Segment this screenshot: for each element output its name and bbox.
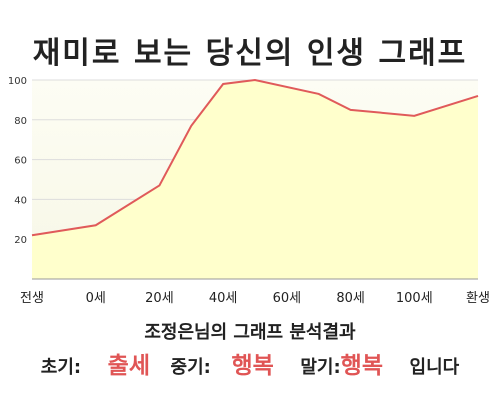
y-tick-label: 80 — [14, 116, 27, 127]
early-value: 출세 — [107, 353, 150, 379]
x-tick-label: 20세 — [145, 291, 174, 306]
x-tick-label: 40세 — [209, 291, 238, 306]
y-tick-label: 60 — [14, 156, 27, 167]
late-value: 행복 — [340, 353, 383, 379]
late-label: 말기: — [300, 357, 341, 378]
x-tick-label: 전생 — [20, 291, 44, 306]
x-tick-label: 80세 — [336, 291, 365, 306]
page-title: 재미로 보는 당신의 인생 그래프 — [32, 36, 468, 71]
y-tick-label: 100 — [8, 76, 27, 87]
y-tick-label: 20 — [14, 235, 27, 246]
x-tick-label: 60세 — [273, 291, 302, 306]
mid-value: 행복 — [231, 353, 274, 379]
analysis-result: 초기: 출세 중기: 행복 말기:행복 입니다 — [0, 346, 500, 380]
x-tick-label: 환생 — [466, 291, 490, 306]
area-fill — [32, 80, 478, 279]
early-label: 초기: — [40, 357, 82, 378]
ending-text: 입니다 — [409, 357, 460, 378]
y-tick-labels: 20 40 60 80 100 — [8, 76, 27, 246]
x-tick-label: 100세 — [396, 291, 433, 306]
x-tick-labels: 전생 0세 20세 40세 60세 80세 100세 환생 — [20, 291, 490, 306]
y-tick-label: 40 — [14, 195, 27, 206]
series-line — [31, 78, 479, 237]
mid-label: 중기: — [170, 357, 211, 378]
analysis-subtitle: 조정은님의 그래프 분석결과 — [144, 322, 356, 343]
x-tick-label: 0세 — [86, 291, 106, 306]
